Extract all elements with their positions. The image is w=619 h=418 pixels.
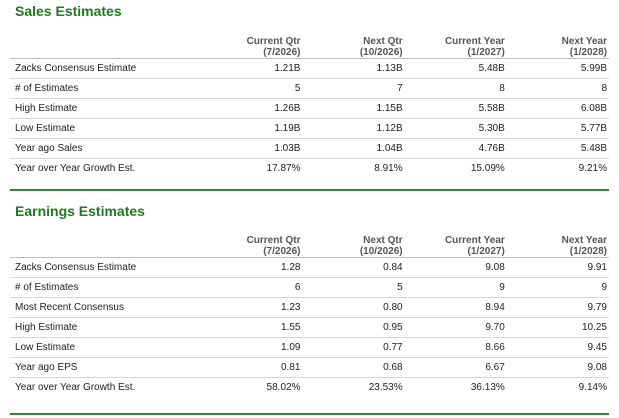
table-header-row: Current Qtr (7/2026) Next Qtr (10/2026) Cu… [10,229,609,258]
row-label: High Estimate [10,317,201,338]
table-row: Year over Year Growth Est. 58.02% 23.53%… [10,377,609,397]
cell-value: 5.30B [404,118,507,139]
cell-value: 1.03B [200,138,303,159]
cell-value: 1.12B [302,118,405,139]
sales-estimates-table: Current Qtr (7/2026) Next Qtr (10/2026) Cu… [10,30,609,178]
cell-value: 9.79 [506,297,609,318]
table-row: Most Recent Consensus 1.23 0.80 8.94 9.7… [10,297,609,318]
cell-value: 1.15B [302,98,405,119]
cell-value: 9.91 [506,257,609,278]
cell-value: 5.48B [404,58,507,79]
header-next-year: Next Year (1/2028) [561,235,607,257]
cell-value: 8 [506,78,609,99]
table-row: Year ago EPS 0.81 0.68 6.67 9.08 [10,357,609,378]
cell-value: 5.58B [404,98,507,119]
cell-value: 9.45 [506,337,609,358]
cell-value: 8 [404,78,507,99]
table-row: Low Estimate 1.19B 1.12B 5.30B 5.77B [10,118,609,139]
cell-value: 9 [506,277,609,298]
cell-value: 8.66 [404,337,507,358]
cell-value: 0.68 [302,357,405,378]
row-label: Zacks Consensus Estimate [10,58,201,79]
cell-value: 10.25 [506,317,609,338]
sales-estimates-section: Sales Estimates Current Qtr (7/2026) Next… [0,0,619,191]
cell-value: 0.95 [302,317,405,338]
cell-value: 9.08 [404,257,507,278]
cell-value: 1.13B [302,58,405,79]
cell-value: 1.23 [200,297,303,318]
cell-value: 9 [404,277,507,298]
row-label: # of Estimates [10,78,201,99]
row-label: Year ago Sales [10,138,201,159]
cell-value: 58.02% [200,377,303,397]
row-label: Zacks Consensus Estimate [10,257,201,278]
cell-value: 5.99B [506,58,609,79]
header-current-qtr: Current Qtr (7/2026) [246,235,301,257]
earnings-estimates-table: Current Qtr (7/2026) Next Qtr (10/2026) Cu… [10,229,609,397]
cell-value: 4.76B [404,138,507,159]
row-label: # of Estimates [10,277,201,298]
row-label: Year over Year Growth Est. [10,377,201,397]
cell-value: 6.67 [404,357,507,378]
header-next-qtr: Next Qtr (10/2026) [359,36,403,58]
cell-value: 9.14% [506,377,609,397]
row-label: Most Recent Consensus [10,297,201,318]
cell-value: 6 [200,277,303,298]
row-label: Year over Year Growth Est. [10,158,201,178]
table-header-row: Current Qtr (7/2026) Next Qtr (10/2026) Cu… [10,30,609,59]
row-label: High Estimate [10,98,201,119]
header-next-year: Next Year (1/2028) [561,36,607,58]
cell-value: 23.53% [302,377,405,397]
table-row: Year ago Sales 1.03B 1.04B 4.76B 5.48B [10,138,609,159]
cell-value: 1.21B [200,58,303,79]
cell-value: 9.08 [506,357,609,378]
cell-value: 5 [200,78,303,99]
table-row: Zacks Consensus Estimate 1.28 0.84 9.08 … [10,257,609,278]
table-row: High Estimate 1.26B 1.15B 5.58B 6.08B [10,98,609,119]
cell-value: 5 [302,277,405,298]
header-blank [10,30,200,59]
header-current-qtr: Current Qtr (7/2026) [246,36,301,58]
table-row: # of Estimates 6 5 9 9 [10,277,609,298]
table-row: Zacks Consensus Estimate 1.21B 1.13B 5.4… [10,58,609,79]
cell-value: 0.84 [302,257,405,278]
cell-value: 0.81 [200,357,303,378]
cell-value: 1.04B [302,138,405,159]
cell-value: 0.80 [302,297,405,318]
cell-value: 36.13% [404,377,507,397]
cell-value: 1.09 [200,337,303,358]
cell-value: 0.77 [302,337,405,358]
table-row: Low Estimate 1.09 0.77 8.66 9.45 [10,337,609,358]
cell-value: 9.70 [404,317,507,338]
cell-value: 5.77B [506,118,609,139]
header-blank [10,229,200,258]
cell-value: 1.26B [200,98,303,119]
table-row: # of Estimates 5 7 8 8 [10,78,609,99]
cell-value: 7 [302,78,405,99]
cell-value: 8.94 [404,297,507,318]
cell-value: 8.91% [302,158,405,178]
header-current-year: Current Year (1/2027) [444,36,505,58]
table-row: High Estimate 1.55 0.95 9.70 10.25 [10,317,609,338]
sales-estimates-title: Sales Estimates [15,3,122,19]
cell-value: 15.09% [404,158,507,178]
earnings-estimates-title: Earnings Estimates [15,203,145,219]
header-current-year: Current Year (1/2027) [444,235,505,257]
cell-value: 9.21% [506,158,609,178]
row-label: Year ago EPS [10,357,201,378]
section-divider [10,189,609,191]
cell-value: 5.48B [506,138,609,159]
table-row: Year over Year Growth Est. 17.87% 8.91% … [10,158,609,178]
earnings-estimates-section: Earnings Estimates Current Qtr (7/2026) N… [0,196,619,418]
header-next-qtr: Next Qtr (10/2026) [359,235,403,257]
row-label: Low Estimate [10,118,201,139]
cell-value: 6.08B [506,98,609,119]
cell-value: 1.19B [200,118,303,139]
cell-value: 1.28 [200,257,303,278]
row-label: Low Estimate [10,337,201,358]
cell-value: 1.55 [200,317,303,338]
section-divider [10,413,609,415]
cell-value: 17.87% [200,158,303,178]
